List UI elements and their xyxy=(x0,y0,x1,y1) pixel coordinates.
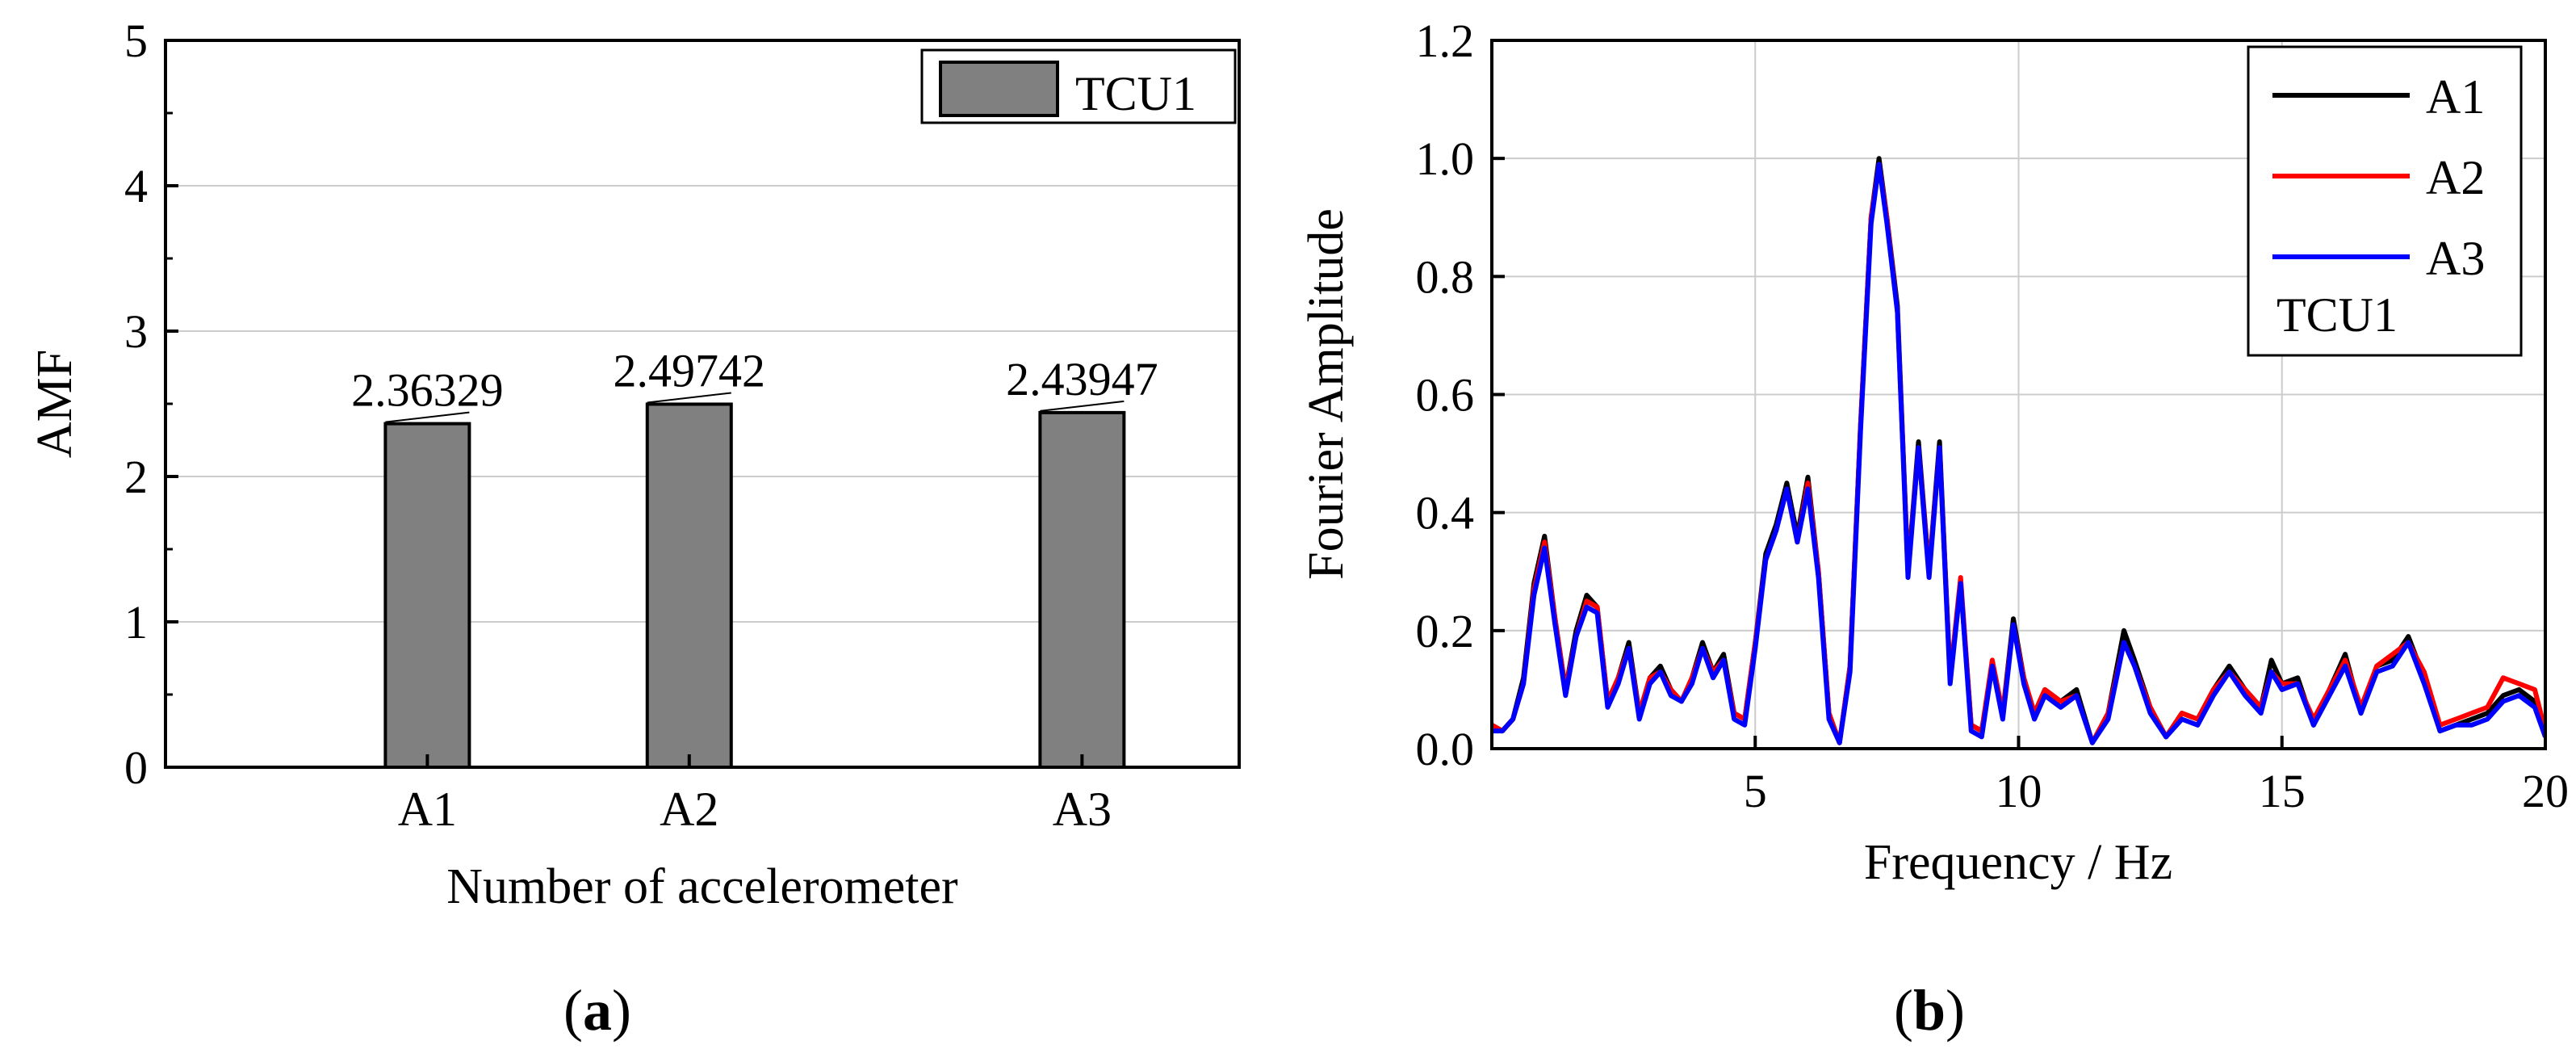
a-bar xyxy=(645,402,733,769)
b-y-tick-label: 0.6 xyxy=(1416,369,1475,422)
panel-a-letter: a xyxy=(583,978,612,1043)
b-y-tick-label: 0.8 xyxy=(1416,250,1475,303)
b-legend-label-a1: A1 xyxy=(2426,70,2485,124)
a-legend: TCU1 xyxy=(920,48,1237,124)
panel-b-line-chart: 0.0 0.2 0.4 0.6 0.8 1.0 1.2 5 10 15 20 Frequency … xyxy=(1299,15,2569,1043)
a-value-leader xyxy=(1040,400,1125,412)
a-x-ticks: A1 A2 A3 xyxy=(398,754,1112,836)
panel-a-bar-chart: 2.36329 2.49742 2.43947 0 1 2 3 4 5 A1 A2 A3 Numb… xyxy=(27,15,1241,1043)
b-x-tick-label: 10 xyxy=(1996,765,2042,817)
b-x-tick-label: 20 xyxy=(2522,765,2569,817)
a-y-ticks: 0 1 2 3 4 5 xyxy=(124,15,178,794)
b-y-tick-label: 0.4 xyxy=(1416,487,1475,539)
a-x-tick-label: A2 xyxy=(660,783,718,836)
a-value-label: 2.36329 xyxy=(351,364,504,417)
b-legend: TCU1 A1 A2 A3 xyxy=(2247,45,2523,357)
a-legend-swatch xyxy=(939,61,1059,117)
b-y-tick-label: 0.2 xyxy=(1416,605,1475,657)
a-x-tick-label: A1 xyxy=(398,783,457,836)
a-bars xyxy=(383,402,1126,769)
panel-a-caption: (a) xyxy=(563,978,631,1043)
b-legend-note: TCU1 xyxy=(2277,288,2398,342)
a-legend-label: TCU1 xyxy=(1075,67,1196,120)
a-value-leader xyxy=(647,392,731,404)
b-y-tick-label: 1.2 xyxy=(1416,15,1475,67)
a-x-tick-label: A3 xyxy=(1053,783,1112,836)
b-series-a3-line xyxy=(1492,162,2545,745)
a-value-label: 2.43947 xyxy=(1006,353,1158,405)
a-y-tick-label: 5 xyxy=(124,15,148,67)
b-legend-label-a3: A3 xyxy=(2426,232,2485,285)
b-legend-box xyxy=(2247,45,2523,357)
a-x-axis-label: Number of accelerometer xyxy=(446,859,958,914)
panel-b-letter: b xyxy=(1913,978,1946,1043)
a-value-labels: 2.36329 2.49742 2.43947 xyxy=(351,344,1158,423)
a-y-tick-label: 4 xyxy=(124,160,148,212)
a-value-leader xyxy=(385,411,470,423)
a-y-tick-label: 3 xyxy=(124,305,148,358)
b-legend-label-a2: A2 xyxy=(2426,151,2485,204)
b-x-axis-label: Frequency / Hz xyxy=(1864,835,2172,890)
a-y-tick-label: 2 xyxy=(124,451,148,503)
b-y-tick-label: 0.0 xyxy=(1416,723,1475,775)
b-y-ticks: 0.0 0.2 0.4 0.6 0.8 1.0 1.2 xyxy=(1416,15,1505,775)
b-y-tick-label: 1.0 xyxy=(1416,132,1475,185)
a-value-label: 2.49742 xyxy=(614,344,766,397)
a-bar xyxy=(1038,410,1126,769)
b-x-tick-label: 15 xyxy=(2259,765,2306,817)
a-y-tick-label: 1 xyxy=(124,596,148,649)
a-y-tick-label: 0 xyxy=(124,741,148,794)
b-x-ticks: 5 10 15 20 xyxy=(1744,736,2569,817)
b-series-lines xyxy=(1492,156,2545,745)
b-y-axis-label: Fourier Amplitude xyxy=(1299,208,1354,580)
a-bar xyxy=(383,422,471,769)
a-y-axis-label: AMF xyxy=(27,350,82,458)
panel-b-caption: (b) xyxy=(1894,978,1965,1043)
b-x-tick-label: 5 xyxy=(1744,765,1767,817)
